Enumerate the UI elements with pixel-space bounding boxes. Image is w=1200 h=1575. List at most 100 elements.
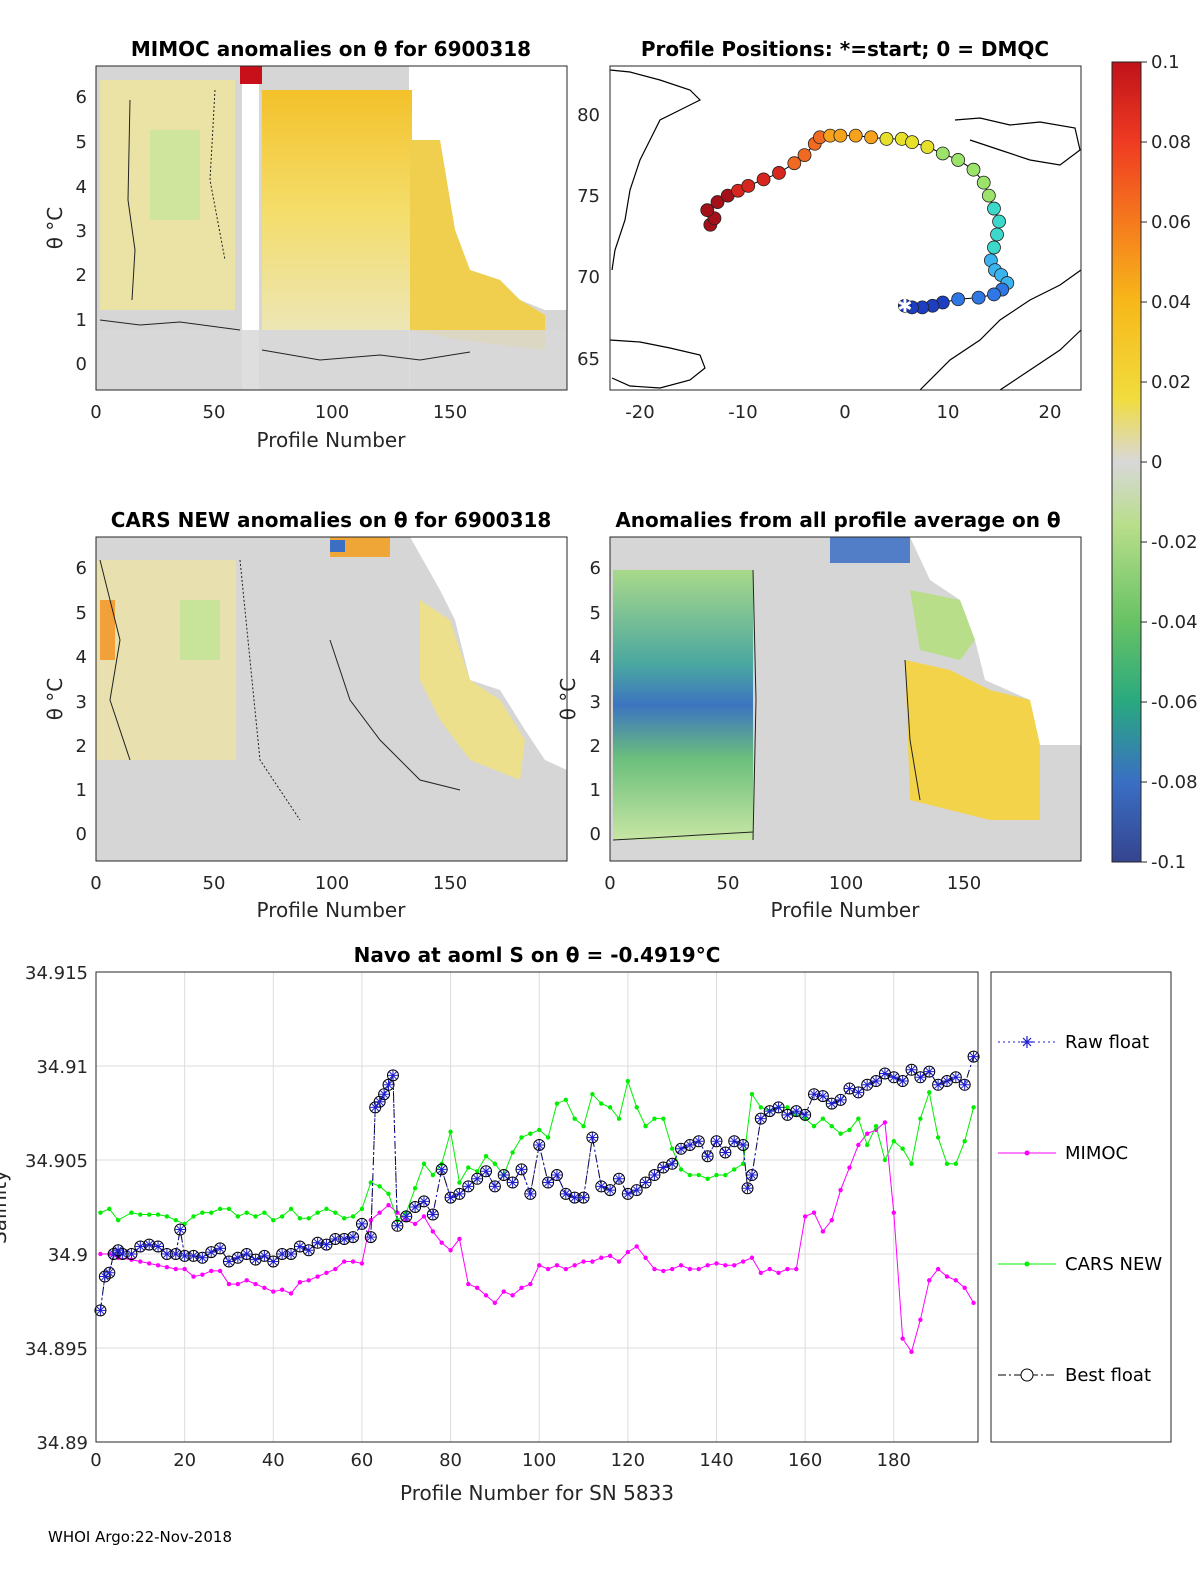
data-point [302, 1244, 315, 1257]
data-point [294, 1241, 305, 1252]
data-point [315, 1274, 320, 1279]
data-point [909, 1161, 914, 1166]
data-point [244, 1278, 249, 1283]
data-point [687, 1266, 693, 1272]
colorbar-tick-label: -0.08 [1151, 772, 1198, 793]
data-point [471, 1172, 484, 1185]
data-point [785, 1105, 790, 1110]
data-point [658, 1162, 669, 1173]
data-point [191, 1214, 196, 1219]
data-point [339, 1233, 350, 1244]
data-point [702, 1151, 713, 1162]
map-start-marker: ✱ [897, 296, 912, 317]
data-point [175, 1224, 186, 1235]
data-point [377, 1184, 382, 1189]
map-profile-point [987, 240, 1001, 255]
data-point [244, 1210, 249, 1215]
heat-blue-top [330, 540, 345, 552]
data-point [506, 1176, 519, 1189]
series-raw-float [95, 1051, 979, 1316]
panel-mimoc: MIMOC anomalies on θ for 6900318 6 5 4 3… [43, 37, 568, 452]
data-point [542, 1176, 555, 1189]
data-point [587, 1132, 598, 1143]
data-point [258, 1249, 271, 1262]
contour-2 [752, 569, 757, 841]
coast-norway [919, 269, 1082, 391]
map-profile-point [787, 156, 802, 171]
panel-allavg-xlabel: Profile Number [771, 898, 921, 922]
data-point [545, 1266, 551, 1272]
data-point [729, 1136, 740, 1147]
xtick: 0 [90, 873, 101, 894]
colorbar-tick-label: -0.1 [1151, 852, 1186, 873]
data-point [630, 1184, 643, 1197]
map-profile-point [935, 146, 950, 161]
data-point [572, 1263, 577, 1268]
data-point [749, 1255, 755, 1260]
map-profile-point [987, 201, 1001, 216]
data-point [350, 1259, 356, 1264]
data-point [941, 1076, 952, 1087]
data-point [359, 1206, 365, 1212]
data-point [400, 1210, 413, 1223]
panel-allavg-xticks: 0 50 100 150 [604, 873, 981, 894]
xtick: 150 [947, 873, 981, 894]
map-profile-point [879, 131, 894, 146]
contour-1 [99, 319, 241, 331]
data-point [146, 1212, 152, 1217]
data-point [616, 1259, 622, 1264]
data-point [277, 1249, 288, 1259]
panel-allavg-yticks: 6 5 4 3 2 1 0 [590, 558, 601, 845]
data-point [412, 1221, 418, 1227]
data-point [873, 1123, 879, 1129]
ytick: 1 [590, 780, 601, 801]
panel-map-yticks: 80 75 70 65 [577, 105, 600, 370]
xtick: 80 [439, 1450, 462, 1471]
data-point [348, 1232, 359, 1243]
xtick: 20 [173, 1450, 196, 1471]
colorbar-tick-label: -0.02 [1151, 532, 1198, 553]
ytick: 34.905 [25, 1151, 88, 1172]
map-profile-point [756, 172, 771, 187]
data-point [241, 1249, 252, 1259]
data-point [826, 1098, 837, 1109]
xtick: 140 [699, 1450, 733, 1471]
ytick: 4 [590, 647, 601, 668]
data-point [817, 1091, 828, 1102]
map-profile-point [772, 166, 786, 180]
xtick: 0 [604, 873, 615, 894]
salinity-frame [95, 971, 979, 1443]
data-point [852, 1086, 865, 1099]
data-point [409, 1201, 422, 1213]
panel-map-xticks: -20 -10 0 10 20 [625, 402, 1061, 423]
data-point [383, 1079, 394, 1090]
data-point [749, 1092, 755, 1097]
data-point [705, 1176, 710, 1182]
data-point [782, 1109, 793, 1120]
data-point [816, 1090, 829, 1103]
ytick: 1 [76, 780, 87, 801]
data-point [648, 1169, 661, 1182]
data-point [356, 1218, 367, 1229]
data-point [347, 1231, 360, 1244]
ytick: 6 [590, 558, 601, 579]
data-point [811, 1210, 817, 1215]
data-point [767, 1266, 772, 1272]
data-point [612, 1172, 625, 1185]
data-point [488, 1180, 501, 1193]
data-point [226, 1206, 232, 1212]
data-point [155, 1212, 161, 1217]
panel-mimoc-xlabel: Profile Number [257, 428, 407, 452]
map-profile-point [897, 298, 912, 313]
data-point [693, 1136, 704, 1147]
data-point [174, 1223, 187, 1236]
data-point [267, 1255, 280, 1268]
data-point [226, 1281, 232, 1287]
data-point [820, 1229, 826, 1234]
data-point [483, 1293, 489, 1298]
data-point [417, 1195, 430, 1208]
data-point [516, 1164, 527, 1175]
data-point [758, 1270, 764, 1276]
xtick: 0 [90, 1450, 101, 1471]
legend-entry: Raw float [998, 1032, 1149, 1053]
